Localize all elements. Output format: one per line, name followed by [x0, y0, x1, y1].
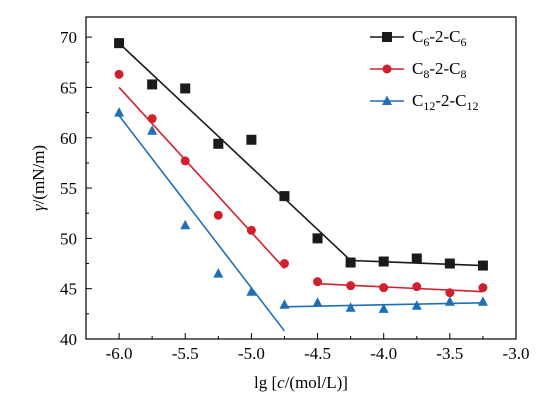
- data-point-series-3: [312, 297, 323, 307]
- axis-ticks: [85, 36, 517, 340]
- legend-marker: [382, 64, 392, 74]
- legend-marker: [382, 95, 392, 105]
- y-tick-label: 55: [60, 179, 77, 198]
- data-point-series-3: [246, 286, 257, 296]
- x-tick-label: -4.5: [304, 344, 331, 363]
- legend-label: C8-2-C8: [412, 59, 467, 81]
- data-point-series-1: [411, 253, 422, 264]
- x-tick-label: -6.0: [106, 344, 133, 363]
- x-tick-label: -5.5: [172, 344, 199, 363]
- fit-line-series-3: [118, 115, 286, 332]
- fit-line-series-2: [317, 282, 483, 293]
- fit-line-series-2: [118, 86, 286, 270]
- data-point-series-1: [279, 191, 290, 202]
- x-tick-label: -5.0: [238, 344, 265, 363]
- data-point-series-3: [213, 268, 224, 278]
- data-point-series-3: [345, 302, 356, 312]
- data-point-series-2: [379, 283, 389, 293]
- fit-line-series-1: [118, 42, 352, 262]
- data-point-series-3: [147, 125, 158, 135]
- data-point-series-3: [378, 303, 389, 313]
- data-point-series-2: [180, 156, 190, 166]
- x-tick-label: -3.0: [503, 344, 530, 363]
- data-point-series-1: [213, 138, 224, 149]
- data-point-series-2: [147, 114, 157, 124]
- tick-labels: -6.0 -5.5 -5.0 -4.5 -4.0 -3.5 -3.0 40 45 50 55 60 65…: [60, 28, 529, 363]
- y-tick-label: 45: [60, 280, 77, 299]
- data-point-series-1: [246, 134, 257, 145]
- data-point-series-2: [478, 283, 488, 293]
- legend-label: C12-2-C12: [412, 91, 479, 113]
- data-point-series-3: [180, 219, 191, 230]
- data-point-series-2: [246, 225, 256, 235]
- y-tick-label: 50: [60, 229, 77, 248]
- data-point-series-3: [477, 296, 488, 306]
- data-point-series-3: [411, 300, 422, 310]
- data-point-series-3: [114, 107, 125, 117]
- data-point-series-1: [147, 79, 158, 90]
- data-point-series-3: [279, 299, 290, 309]
- y-axis-title: γ/(mN/m): [29, 145, 48, 211]
- data-point-series-2: [346, 281, 356, 291]
- data-point-series-1: [378, 256, 389, 267]
- x-tick-label: -3.5: [436, 344, 463, 363]
- data-point-series-1: [114, 38, 125, 49]
- y-tick-label: 70: [60, 28, 77, 47]
- data-point-series-1: [477, 260, 488, 271]
- data-point-series-3: [444, 296, 455, 306]
- data-point-series-1: [345, 257, 356, 268]
- y-tick-label: 65: [60, 78, 77, 97]
- data-point-series-1: [180, 83, 191, 94]
- legend-marker: [382, 32, 392, 42]
- data-point-series-1: [444, 258, 455, 269]
- x-axis-title: lg [c/(mol/L)]: [254, 373, 348, 392]
- y-tick-label: 40: [60, 330, 77, 349]
- legend-label: C6-2-C6: [412, 27, 467, 49]
- x-tick-label: -4.0: [370, 344, 397, 363]
- legend: C6-2-C6 C8-2-C8 C12-2-C12: [370, 27, 479, 113]
- data-point-series-2: [114, 69, 124, 79]
- data-markers: [114, 38, 488, 313]
- fit-lines: [118, 42, 483, 332]
- data-point-series-2: [445, 288, 455, 298]
- plot-frame: [85, 16, 517, 340]
- y-tick-label: 60: [60, 129, 77, 148]
- data-point-series-2: [279, 259, 289, 269]
- data-point-series-2: [412, 282, 422, 292]
- data-point-series-1: [312, 233, 323, 244]
- data-point-series-2: [213, 210, 223, 220]
- data-point-series-2: [313, 277, 323, 287]
